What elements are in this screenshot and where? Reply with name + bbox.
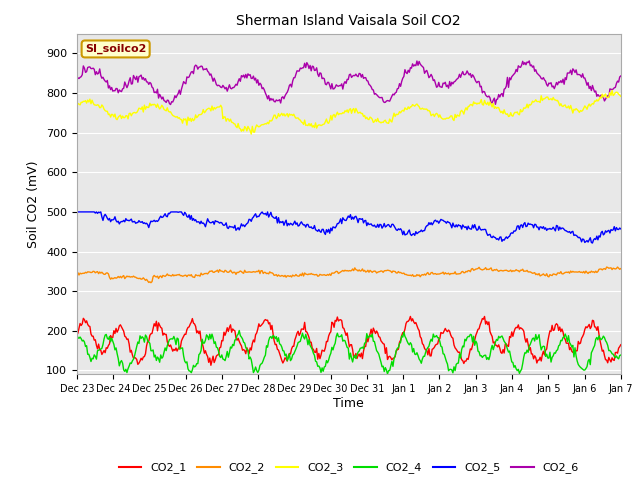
CO2_6: [166, 102, 174, 108]
Line: CO2_4: CO2_4: [77, 331, 621, 374]
CO2_6: [398, 79, 406, 84]
CO2_2: [332, 268, 340, 274]
CO2_5: [332, 223, 340, 229]
CO2_2: [520, 268, 527, 274]
CO2_2: [73, 271, 81, 276]
CO2_4: [521, 350, 529, 356]
Line: CO2_6: CO2_6: [77, 61, 621, 105]
Text: SI_soilco2: SI_soilco2: [85, 44, 147, 54]
CO2_3: [617, 94, 625, 99]
CO2_4: [236, 328, 243, 334]
CO2_3: [605, 94, 612, 100]
CO2_4: [369, 331, 376, 337]
CO2_5: [617, 226, 625, 232]
Line: CO2_3: CO2_3: [77, 90, 621, 134]
CO2_2: [369, 269, 376, 275]
CO2_6: [336, 83, 344, 88]
CO2_6: [73, 78, 81, 84]
CO2_3: [369, 116, 376, 122]
CO2_1: [336, 317, 344, 323]
CO2_2: [617, 266, 625, 272]
CO2_5: [398, 228, 406, 233]
CO2_1: [369, 332, 376, 338]
CO2_1: [606, 357, 614, 363]
CO2_4: [617, 352, 625, 358]
Y-axis label: Soil CO2 (mV): Soil CO2 (mV): [28, 160, 40, 248]
CO2_1: [398, 333, 406, 338]
CO2_4: [606, 348, 614, 353]
CO2_5: [336, 219, 344, 225]
CO2_5: [73, 210, 81, 216]
CO2_5: [589, 240, 596, 246]
CO2_2: [398, 270, 406, 276]
CO2_3: [332, 112, 340, 118]
CO2_2: [614, 264, 621, 270]
CO2_6: [332, 82, 340, 88]
CO2_3: [248, 131, 255, 137]
CO2_6: [617, 73, 625, 79]
Line: CO2_1: CO2_1: [77, 316, 621, 365]
CO2_4: [332, 334, 340, 339]
CO2_6: [369, 86, 376, 92]
CO2_2: [147, 280, 155, 286]
CO2_6: [525, 58, 533, 64]
CO2_4: [73, 332, 81, 338]
CO2_6: [520, 61, 527, 67]
CO2_4: [336, 334, 344, 339]
CO2_5: [606, 230, 614, 236]
CO2_1: [207, 362, 215, 368]
CO2_2: [605, 265, 612, 271]
Legend: CO2_1, CO2_2, CO2_3, CO2_4, CO2_5, CO2_6: CO2_1, CO2_2, CO2_3, CO2_4, CO2_5, CO2_6: [115, 458, 583, 478]
CO2_1: [617, 342, 625, 348]
CO2_3: [608, 87, 616, 93]
CO2_3: [520, 105, 527, 111]
CO2_1: [73, 332, 81, 338]
CO2_5: [520, 221, 527, 227]
Line: CO2_2: CO2_2: [77, 267, 621, 283]
CO2_1: [521, 336, 529, 341]
CO2_1: [332, 318, 340, 324]
CO2_3: [73, 100, 81, 106]
X-axis label: Time: Time: [333, 397, 364, 410]
CO2_5: [74, 209, 82, 215]
CO2_3: [398, 108, 406, 114]
CO2_6: [606, 86, 614, 92]
CO2_1: [406, 313, 414, 319]
CO2_5: [369, 223, 376, 228]
CO2_2: [336, 270, 344, 276]
CO2_3: [336, 111, 344, 117]
CO2_4: [399, 334, 406, 340]
Line: CO2_5: CO2_5: [77, 212, 621, 243]
Title: Sherman Island Vaisala Soil CO2: Sherman Island Vaisala Soil CO2: [237, 14, 461, 28]
CO2_4: [383, 371, 391, 377]
